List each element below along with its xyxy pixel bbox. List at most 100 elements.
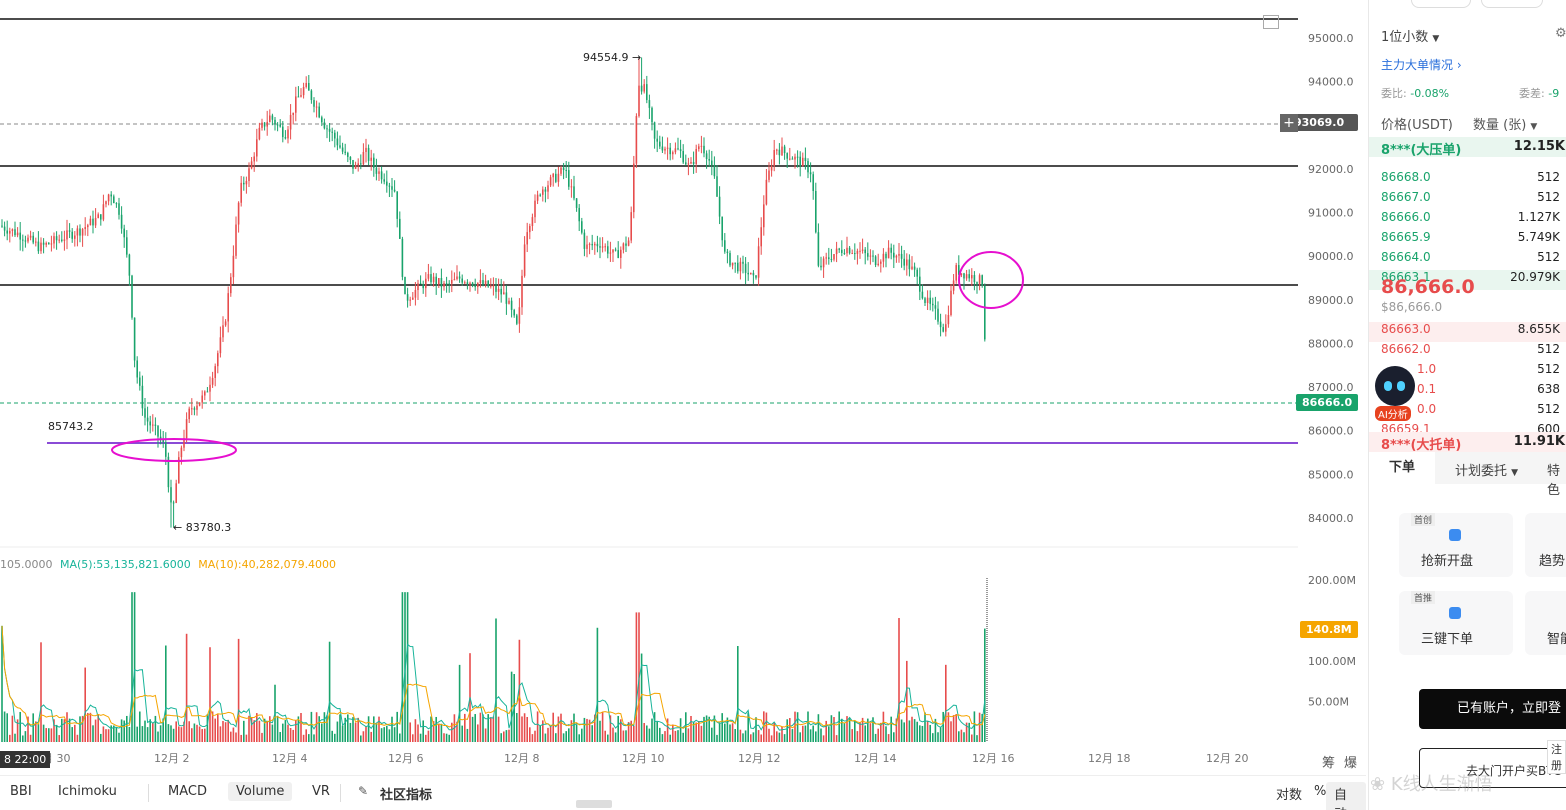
bid-qty: 512	[1537, 362, 1560, 376]
x-axis-tick: 12月 4	[272, 752, 308, 765]
candle-body	[165, 442, 167, 457]
price-axis-tick: 91000.0	[1308, 207, 1354, 220]
candle-body	[646, 84, 648, 101]
decimals-select[interactable]: 1位小数 ▼	[1381, 26, 1439, 45]
bid-row[interactable]: 0.1 638	[1381, 382, 1566, 402]
first-tag: 首创	[1411, 513, 1436, 526]
kline-chart[interactable]: 95000.094000.093000.092000.091000.090000…	[0, 0, 1366, 775]
open-account-button[interactable]: 去大门开户买BTC	[1419, 748, 1566, 788]
indicator-bbi[interactable]: BBI	[10, 784, 32, 799]
volume-bar	[256, 713, 258, 742]
candle-body	[716, 176, 718, 197]
top-button[interactable]	[1411, 0, 1471, 8]
ai-robot-icon[interactable]	[1375, 366, 1415, 406]
login-button[interactable]: 已有账户，立即登	[1419, 689, 1566, 729]
highlight-circle	[111, 438, 237, 462]
candle-body	[245, 181, 248, 185]
candle-body	[61, 239, 63, 241]
trend-card[interactable]: 趋势	[1525, 513, 1566, 577]
volume-bar	[692, 721, 695, 742]
community-indicators[interactable]: 社区指标	[380, 788, 433, 803]
volume-bar	[425, 734, 427, 742]
volume-bar	[326, 715, 328, 742]
candle-body	[217, 353, 219, 367]
candle-body	[500, 288, 502, 295]
candle-body	[40, 242, 42, 252]
candle-body	[739, 261, 742, 272]
candle-body	[700, 145, 703, 147]
candle-body	[950, 290, 952, 316]
bid-row[interactable]: 86663.0 8.655K	[1369, 322, 1566, 342]
percent-scale-toggle[interactable]: %	[1314, 784, 1327, 799]
volume-bar	[542, 720, 544, 742]
candle-body	[794, 156, 796, 160]
add-alert-icon[interactable]: +	[1280, 114, 1298, 132]
chips-icon[interactable]: 筹	[1322, 756, 1336, 771]
bid-row[interactable]: 1.0 512	[1381, 362, 1566, 382]
ask-row[interactable]: 86664.0 512	[1381, 250, 1566, 270]
smart-card[interactable]: 智能	[1525, 591, 1566, 655]
candle-body	[984, 285, 986, 340]
quick-open-card[interactable]: 首创 抢新开盘	[1399, 513, 1513, 577]
tab-plan-order[interactable]: 计划委托 ▼	[1455, 460, 1518, 479]
volume-bar	[552, 712, 554, 742]
candle-body	[705, 153, 708, 159]
price-axis-tick: 88000.0	[1308, 337, 1354, 350]
candle-body	[981, 275, 983, 286]
candle-body	[102, 204, 105, 220]
log-scale-toggle[interactable]: 对数	[1276, 788, 1303, 803]
collapse-handle-icon[interactable]	[576, 800, 612, 808]
candle-body	[643, 84, 645, 92]
volume-bar	[666, 718, 669, 742]
bid-row[interactable]: 86662.0 512	[1381, 342, 1566, 362]
volume-bar	[53, 719, 55, 742]
candle-body	[828, 257, 830, 260]
ask-row[interactable]: 86665.9 5.749K	[1381, 230, 1566, 250]
indicator-ichimoku[interactable]: Ichimoku	[58, 784, 117, 799]
candle-body	[222, 325, 224, 338]
candle-body	[152, 424, 154, 426]
ask-row[interactable]: 86663.1 20.979K	[1369, 270, 1566, 290]
tab-special[interactable]: 特色	[1547, 464, 1561, 498]
three-key-card[interactable]: 首推 三键下单	[1399, 591, 1513, 655]
fullscreen-icon[interactable]	[1263, 15, 1279, 29]
settings-icon[interactable]: ⚙	[1555, 26, 1566, 41]
main-force-link[interactable]: 主力大单情况 ›	[1381, 58, 1462, 72]
candle-body	[757, 246, 760, 278]
volume-bar	[271, 724, 274, 742]
smart-label: 智能	[1547, 632, 1566, 647]
volume-bar	[742, 733, 744, 742]
ask-row[interactable]: 86667.0 512	[1381, 190, 1566, 210]
x-axis-tick: 12月 6	[388, 752, 424, 765]
top-button[interactable]	[1481, 0, 1543, 8]
indicator-macd[interactable]: MACD	[168, 784, 207, 799]
ask-row[interactable]: 86666.0 1.127K	[1381, 210, 1566, 230]
candle-body	[744, 263, 747, 273]
qty-column-header[interactable]: 数量 (张) ▼	[1473, 114, 1537, 133]
candle-body	[625, 243, 627, 246]
indicator-vr[interactable]: VR	[312, 784, 330, 799]
candle-body	[29, 235, 32, 238]
candle-body	[607, 246, 609, 254]
ask-row[interactable]: 86668.0 512	[1381, 170, 1566, 190]
chart-canvas[interactable]: 95000.094000.093000.092000.091000.090000…	[0, 0, 1366, 775]
weicha-value: -9	[1548, 87, 1560, 100]
candle-body	[107, 194, 110, 202]
liquidation-icon[interactable]: 爆	[1344, 756, 1358, 771]
candle-body	[937, 308, 939, 322]
big-buy-row: 8***(大托单) 11.91K	[1369, 432, 1566, 453]
volume-bar	[492, 716, 495, 742]
volume-bar	[92, 725, 94, 742]
candle-body	[149, 421, 151, 426]
volume-bar	[466, 728, 469, 742]
tab-order[interactable]: 下单	[1369, 452, 1435, 484]
indicator-volume[interactable]: Volume	[228, 782, 293, 801]
volume-bar	[222, 720, 224, 742]
bid-row[interactable]: 0.0 512	[1381, 402, 1566, 422]
auto-scale-toggle[interactable]: 自动	[1326, 782, 1366, 810]
volume-bar	[856, 731, 859, 742]
ai-analysis-badge[interactable]: AI分析	[1375, 406, 1411, 421]
candle-body	[973, 275, 976, 283]
candle-body	[128, 254, 131, 276]
candle-body	[773, 150, 775, 166]
